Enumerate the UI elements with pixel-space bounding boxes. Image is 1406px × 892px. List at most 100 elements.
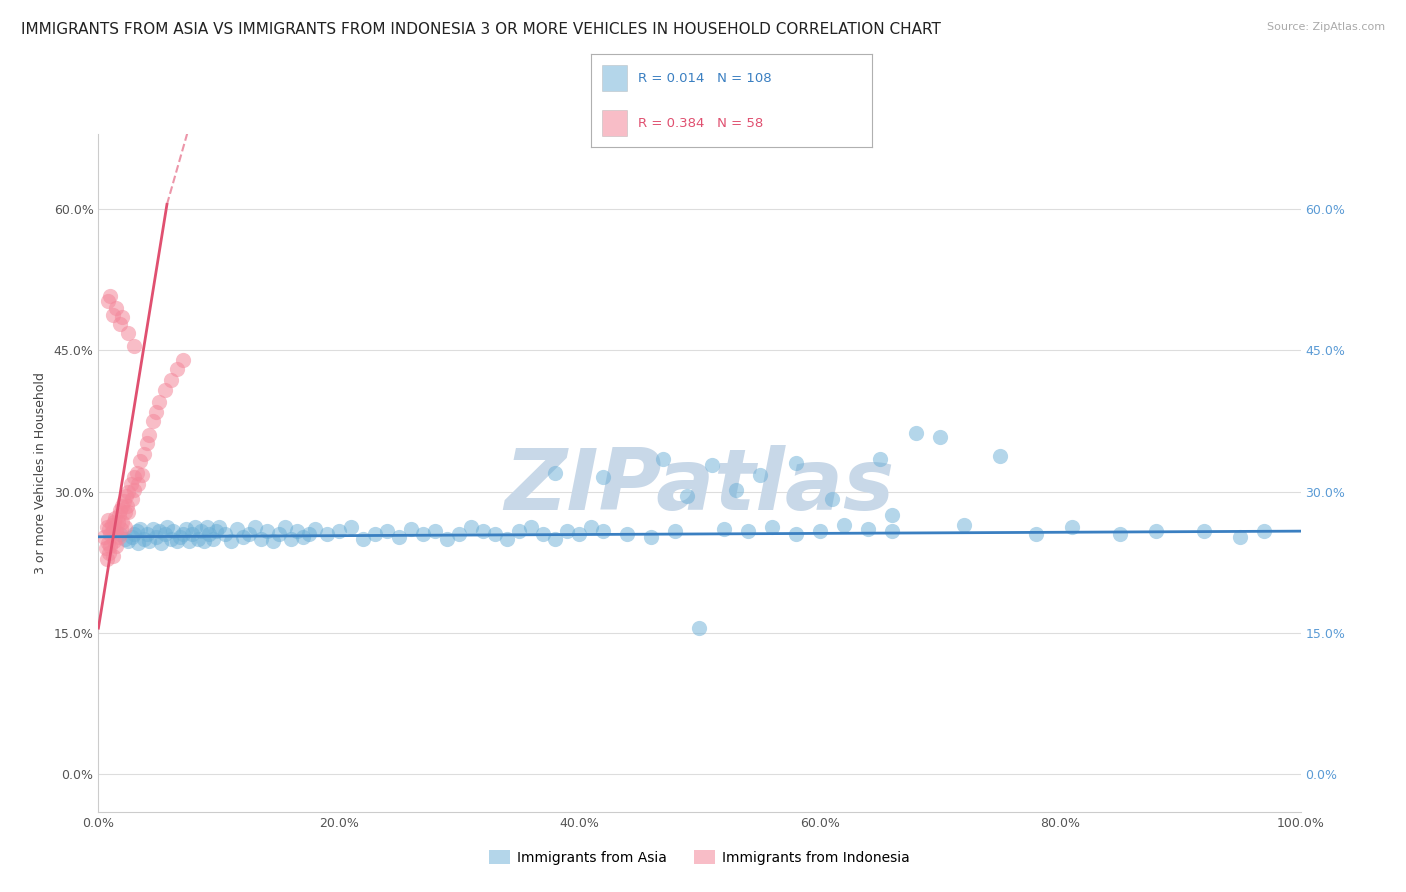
- Point: [97, 294, 120, 309]
- Point: [298, 527, 321, 541]
- Point: [172, 352, 194, 367]
- Point: [412, 527, 434, 541]
- Point: [135, 527, 157, 541]
- Point: [225, 522, 247, 536]
- Point: [121, 492, 143, 507]
- Point: [568, 527, 591, 541]
- Point: [181, 527, 204, 541]
- Point: [291, 530, 314, 544]
- Point: [98, 522, 121, 536]
- Point: [399, 522, 422, 536]
- Point: [193, 533, 215, 548]
- Point: [544, 466, 567, 480]
- Point: [159, 374, 181, 388]
- Point: [125, 466, 148, 480]
- Point: [125, 524, 148, 538]
- Point: [111, 310, 134, 325]
- Point: [508, 524, 530, 538]
- Point: [785, 527, 807, 541]
- Point: [108, 530, 131, 544]
- Point: [904, 426, 927, 441]
- Point: [129, 454, 152, 468]
- Point: [148, 395, 170, 409]
- Point: [131, 467, 153, 482]
- Point: [166, 533, 188, 548]
- Point: [724, 483, 747, 497]
- Point: [737, 524, 759, 538]
- Point: [107, 515, 129, 529]
- Point: [267, 527, 290, 541]
- Point: [105, 539, 128, 553]
- Point: [100, 289, 122, 303]
- Point: [104, 511, 127, 525]
- Point: [108, 527, 131, 541]
- Point: [117, 484, 139, 499]
- Point: [129, 522, 152, 536]
- Point: [112, 494, 135, 508]
- Point: [105, 524, 128, 538]
- Point: [256, 524, 278, 538]
- Point: [124, 470, 146, 484]
- Point: [249, 532, 271, 546]
- Point: [174, 522, 197, 536]
- Point: [153, 383, 176, 397]
- Point: [1109, 527, 1132, 541]
- Point: [219, 533, 242, 548]
- Point: [953, 517, 976, 532]
- Point: [214, 527, 236, 541]
- Point: [785, 456, 807, 470]
- Point: [1229, 530, 1251, 544]
- Point: [153, 527, 176, 541]
- Point: [544, 532, 567, 546]
- Point: [96, 520, 118, 534]
- Point: [1194, 524, 1216, 538]
- Text: R = 0.014   N = 108: R = 0.014 N = 108: [638, 72, 772, 86]
- Point: [105, 301, 128, 315]
- Point: [149, 536, 172, 550]
- Point: [132, 447, 155, 461]
- Point: [132, 532, 155, 546]
- Point: [1253, 524, 1275, 538]
- Text: Source: ZipAtlas.com: Source: ZipAtlas.com: [1267, 22, 1385, 32]
- Point: [928, 430, 950, 444]
- Point: [162, 524, 184, 538]
- Point: [138, 428, 160, 442]
- Point: [274, 520, 297, 534]
- Point: [111, 515, 134, 529]
- Point: [127, 536, 149, 550]
- Point: [115, 489, 138, 503]
- Point: [190, 524, 212, 538]
- Point: [97, 536, 120, 550]
- Point: [676, 489, 699, 503]
- Point: [243, 520, 266, 534]
- Point: [496, 532, 519, 546]
- Point: [460, 520, 482, 534]
- Point: [880, 508, 903, 523]
- Text: ZIPatlas: ZIPatlas: [505, 445, 894, 528]
- Point: [169, 530, 191, 544]
- Point: [159, 532, 181, 546]
- Point: [195, 520, 218, 534]
- Point: [117, 499, 139, 513]
- Point: [447, 527, 470, 541]
- Point: [375, 524, 398, 538]
- Point: [832, 517, 855, 532]
- Point: [808, 524, 831, 538]
- Point: [156, 520, 179, 534]
- Point: [988, 449, 1011, 463]
- Point: [1144, 524, 1167, 538]
- Point: [124, 339, 146, 353]
- Point: [108, 503, 131, 517]
- Point: [183, 520, 205, 534]
- Point: [238, 527, 260, 541]
- Point: [262, 533, 284, 548]
- Point: [652, 451, 675, 466]
- Point: [172, 527, 194, 541]
- Point: [198, 527, 221, 541]
- Point: [1025, 527, 1047, 541]
- Point: [138, 533, 160, 548]
- Point: [148, 524, 170, 538]
- Point: [640, 530, 662, 544]
- Point: [187, 532, 209, 546]
- Point: [616, 527, 638, 541]
